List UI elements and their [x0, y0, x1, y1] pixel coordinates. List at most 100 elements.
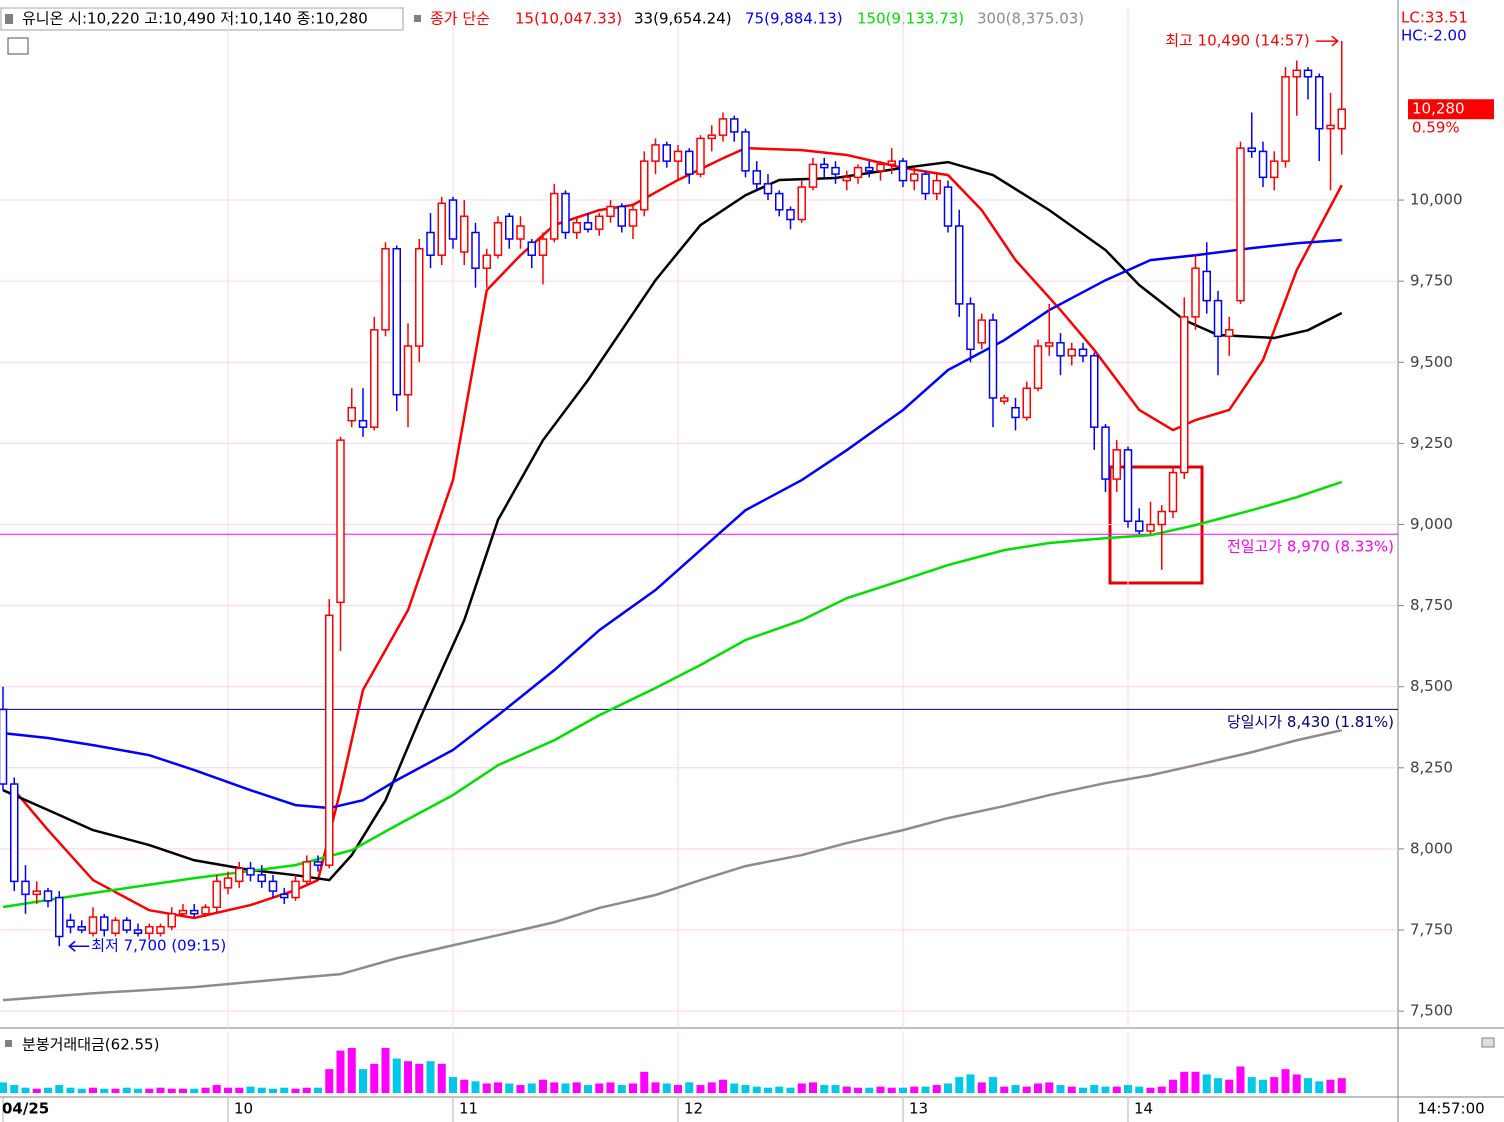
candle-body: [392, 247, 401, 396]
candle-body: [1270, 160, 1279, 179]
volume-bar: [437, 1063, 446, 1093]
volume-bar: [719, 1079, 727, 1093]
last-price-box: [1408, 99, 1494, 120]
candle-body: [460, 215, 469, 253]
tool-icon[interactable]: [7, 37, 29, 55]
volume-bar: [167, 1088, 176, 1093]
volume-bar: [190, 1088, 199, 1093]
volume-bar: [629, 1083, 637, 1093]
candle-body: [291, 880, 300, 899]
candle-body: [1315, 76, 1324, 130]
candle-body: [887, 160, 896, 166]
volume-bar: [404, 1061, 412, 1093]
volume-bar: [21, 1087, 30, 1093]
volume-bar: [392, 1058, 401, 1093]
candle-body: [223, 877, 233, 889]
volume-bar: [1000, 1086, 1009, 1093]
candle-body: [1337, 108, 1346, 130]
candle-body: [43, 890, 53, 902]
volume-bar: [449, 1077, 457, 1093]
volume-bar: [156, 1087, 165, 1093]
level-label: 전일고가 8,970 (8.33%): [1227, 538, 1394, 556]
y-tick-label: 8,250: [1410, 758, 1453, 776]
candle-body: [741, 131, 750, 172]
volume-bar: [865, 1087, 874, 1093]
volume-bar: [302, 1087, 311, 1093]
volume-bar: [1315, 1081, 1324, 1093]
candle-body: [10, 783, 19, 883]
volume-bar: [820, 1085, 829, 1093]
volume-bar: [640, 1071, 649, 1093]
change-label: 0.59%: [1412, 119, 1460, 137]
volume-bar: [370, 1063, 379, 1093]
candle-body: [437, 202, 446, 256]
volume-bar: [809, 1082, 817, 1093]
candle-body: [1033, 345, 1043, 389]
candle-body: [1090, 355, 1099, 428]
volume-bar: [775, 1086, 784, 1093]
candle-body: [100, 916, 109, 931]
volume-bar: [932, 1085, 941, 1093]
x-tick-label: 12: [684, 1100, 703, 1118]
volume-bar: [662, 1083, 671, 1093]
candle-body: [775, 192, 784, 211]
volume-bar: [1112, 1086, 1121, 1093]
candle-body: [178, 909, 188, 915]
candle-body: [268, 880, 278, 892]
y-tick-label: 9,250: [1410, 434, 1453, 452]
volume-bar: [842, 1086, 851, 1093]
candle-body: [280, 893, 289, 899]
volume-bar: [786, 1087, 795, 1093]
volume-bar: [426, 1061, 435, 1093]
candle-body: [550, 192, 559, 240]
candle-body: [133, 929, 143, 935]
ma-line: [2, 238, 1342, 810]
candle-body: [156, 926, 165, 935]
candle-body: [302, 861, 311, 883]
volume-bar: [1326, 1079, 1335, 1093]
indicator: HC:-2.00: [1401, 27, 1467, 45]
candle-body: [1011, 406, 1020, 419]
y-tick-label: 8,500: [1410, 677, 1453, 695]
volume-bar: [460, 1079, 469, 1093]
volume-bar: [944, 1083, 952, 1093]
volume-bar: [989, 1077, 997, 1093]
volume-bar: [235, 1087, 244, 1093]
volume-title: 분봉거래대금(62.55): [22, 1036, 159, 1054]
y-tick-label: 9,000: [1410, 515, 1453, 533]
y-tick-label: 8,000: [1410, 839, 1453, 857]
low-arrow: [68, 940, 90, 952]
candle-body: [1225, 329, 1234, 338]
volume-bar: [1236, 1066, 1245, 1093]
volume-bar: [145, 1088, 154, 1093]
volume-bar: [1045, 1082, 1054, 1093]
candle-body: [1123, 449, 1133, 522]
candle-body: [943, 186, 953, 227]
volume-bar: [212, 1085, 221, 1093]
candle-body: [1213, 299, 1223, 338]
candle-body: [808, 163, 818, 188]
volume-bar: [1292, 1074, 1301, 1093]
volume-bar: [527, 1083, 536, 1093]
candle-body: [1056, 342, 1065, 357]
volume-bar: [44, 1087, 52, 1093]
volume-bar: [66, 1087, 75, 1093]
candle-body: [1135, 520, 1144, 532]
candle-body: [786, 209, 795, 221]
candle-body: [493, 222, 503, 256]
highlight-box: [1108, 465, 1204, 585]
volume-bar: [246, 1086, 255, 1093]
volume-bar: [325, 1069, 334, 1093]
volume-bar: [347, 1047, 356, 1093]
candle-body: [696, 137, 705, 175]
candle-body: [1067, 348, 1076, 357]
time-label: 14:57:00: [1417, 1100, 1484, 1118]
candle-body: [235, 867, 244, 883]
candle-body: [932, 179, 941, 195]
chart-title: 유니온 시:10,220 고:10,490 저:10,140 종:10,280: [22, 10, 368, 28]
pane-button[interactable]: [1481, 1037, 1495, 1048]
volume-bar: [505, 1083, 514, 1093]
volume-bar: [707, 1082, 716, 1093]
